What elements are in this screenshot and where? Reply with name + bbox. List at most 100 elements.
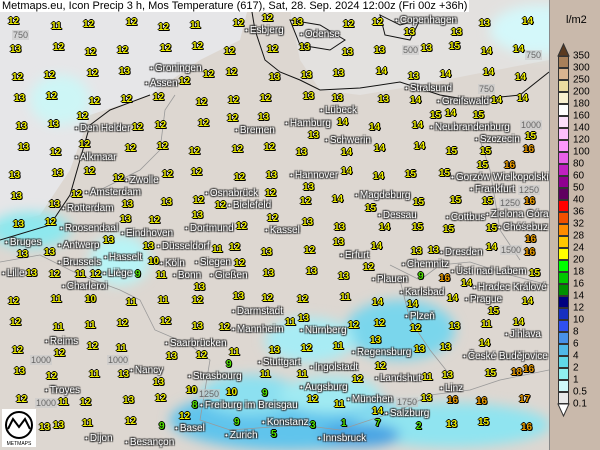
legend-label: 120 bbox=[573, 134, 590, 146]
temperature-value: 12 bbox=[113, 173, 125, 184]
temperature-value: 10 bbox=[186, 385, 198, 396]
temperature-value: 14 bbox=[341, 166, 353, 177]
temperature-value: 14 bbox=[513, 317, 525, 328]
city-label: Gorzów Wielkopolski bbox=[451, 172, 549, 183]
isobar-label: 1750 bbox=[396, 397, 419, 407]
city-label: Hannover bbox=[290, 170, 338, 181]
temperature-value: 12 bbox=[192, 41, 204, 52]
temperature-value: 15 bbox=[478, 417, 490, 428]
legend-swatch bbox=[558, 392, 569, 404]
temperature-value: 11 bbox=[481, 319, 492, 330]
temperature-value: 15 bbox=[482, 196, 494, 207]
legend-swatch bbox=[558, 200, 569, 212]
temperature-value: 12 bbox=[179, 76, 191, 87]
temperature-value: 12 bbox=[410, 323, 422, 334]
temperature-value: 13 bbox=[161, 197, 173, 208]
temperature-value: 13 bbox=[153, 377, 165, 388]
isobar-label: 1000 bbox=[35, 398, 58, 408]
city-label: Antwerp bbox=[58, 240, 100, 251]
isobar-label: 1000 bbox=[30, 355, 53, 365]
temperature-value: 15 bbox=[477, 160, 489, 171]
city-label: Besançon bbox=[125, 437, 174, 448]
temperature-value: 9 bbox=[262, 388, 268, 399]
temperature-value: 16 bbox=[439, 273, 451, 284]
temperature-value: 12 bbox=[45, 217, 57, 228]
city-label: Greifswald bbox=[437, 96, 489, 107]
temperature-value: 12 bbox=[153, 92, 165, 103]
weather-map[interactable]: Metmaps.eu, Icon Precip 3 h, Mos Tempera… bbox=[0, 0, 549, 450]
temperature-value: 17 bbox=[519, 394, 531, 405]
city-label: Liège bbox=[103, 268, 132, 279]
temperature-value: 12 bbox=[126, 17, 138, 28]
temperature-value: 14 bbox=[513, 44, 525, 55]
city-label: Jihlava bbox=[505, 329, 541, 340]
city-label: Amsterdam bbox=[85, 187, 141, 198]
temperature-value: 15 bbox=[486, 223, 498, 234]
temperature-value: 13 bbox=[421, 393, 433, 404]
city-label: Karlsbad bbox=[400, 287, 444, 298]
legend-swatch bbox=[558, 344, 569, 356]
legend-label: 50 bbox=[573, 182, 585, 194]
temperature-value: 10 bbox=[85, 294, 97, 305]
temperature-value: 1 bbox=[341, 418, 347, 429]
city-label: Bielefeld bbox=[228, 200, 271, 211]
legend-label: 18 bbox=[573, 266, 585, 278]
temperature-value: 13 bbox=[122, 199, 134, 210]
temperature-value: 13 bbox=[26, 268, 38, 279]
legend-swatch bbox=[558, 356, 569, 368]
temperature-value: 15 bbox=[529, 268, 541, 279]
city-label: Bruges bbox=[5, 237, 42, 248]
temperature-value: 13 bbox=[421, 43, 433, 54]
temperature-value: 7 bbox=[375, 418, 381, 429]
legend-swatch bbox=[558, 104, 569, 116]
city-label: Nancy bbox=[130, 365, 163, 376]
temperature-value: 12 bbox=[264, 142, 276, 153]
isobar-label: 750 bbox=[12, 30, 30, 40]
temperature-value: 13 bbox=[411, 246, 423, 257]
metmaps-logo-icon: METMAPS bbox=[5, 411, 33, 447]
temperature-value: 11 bbox=[156, 270, 167, 281]
legend-swatch bbox=[558, 56, 569, 68]
temperature-value: 13 bbox=[14, 93, 26, 104]
temperature-value: 12 bbox=[348, 320, 360, 331]
temperature-value: 16 bbox=[504, 160, 516, 171]
temperature-value: 11 bbox=[51, 294, 62, 305]
legend-label: 16 bbox=[573, 278, 585, 290]
temperature-value: 13 bbox=[308, 130, 320, 141]
temperature-value: 12 bbox=[12, 72, 24, 83]
temperature-value: 12 bbox=[219, 322, 231, 333]
temperature-value: 16 bbox=[476, 396, 488, 407]
temperature-value: 15 bbox=[439, 168, 451, 179]
temperature-value: 12 bbox=[89, 96, 101, 107]
temperature-value: 12 bbox=[80, 397, 92, 408]
temperature-value: 12 bbox=[157, 141, 169, 152]
city-label: Lübeck bbox=[320, 105, 357, 116]
legend-swatch bbox=[558, 224, 569, 236]
temperature-value: 12 bbox=[46, 371, 58, 382]
city-label: Freiburg im Breisgau bbox=[200, 400, 298, 411]
temperature-value: 13 bbox=[192, 321, 204, 332]
temperature-value: 9 bbox=[135, 269, 141, 280]
legend-unit: l/m2 bbox=[566, 14, 587, 26]
city-label: Stuttgart bbox=[258, 357, 301, 368]
temperature-value: 13 bbox=[44, 247, 56, 258]
city-label: Erfurt bbox=[340, 250, 369, 261]
temperature-value: 12 bbox=[297, 294, 309, 305]
legend-label: 36 bbox=[573, 206, 585, 218]
isobar-label: 1500 bbox=[500, 245, 523, 255]
temperature-value: 13 bbox=[103, 235, 115, 246]
temperature-value: 13 bbox=[408, 71, 420, 82]
temperature-value: 11 bbox=[85, 320, 96, 331]
temperature-value: 14 bbox=[479, 338, 491, 349]
temperature-value: 14 bbox=[371, 241, 383, 252]
isobar-label: 750 bbox=[525, 50, 543, 60]
city-label: München bbox=[347, 394, 393, 405]
temperature-value: 13 bbox=[10, 44, 22, 55]
temperature-value: 13 bbox=[332, 93, 344, 104]
temperature-value: 12 bbox=[372, 17, 384, 28]
temperature-value: 11 bbox=[333, 341, 344, 352]
city-label: Strasbourg bbox=[188, 371, 242, 382]
temperature-value: 14 bbox=[374, 143, 386, 154]
temperature-value: 13 bbox=[194, 282, 206, 293]
legend-label: 40 bbox=[573, 194, 585, 206]
